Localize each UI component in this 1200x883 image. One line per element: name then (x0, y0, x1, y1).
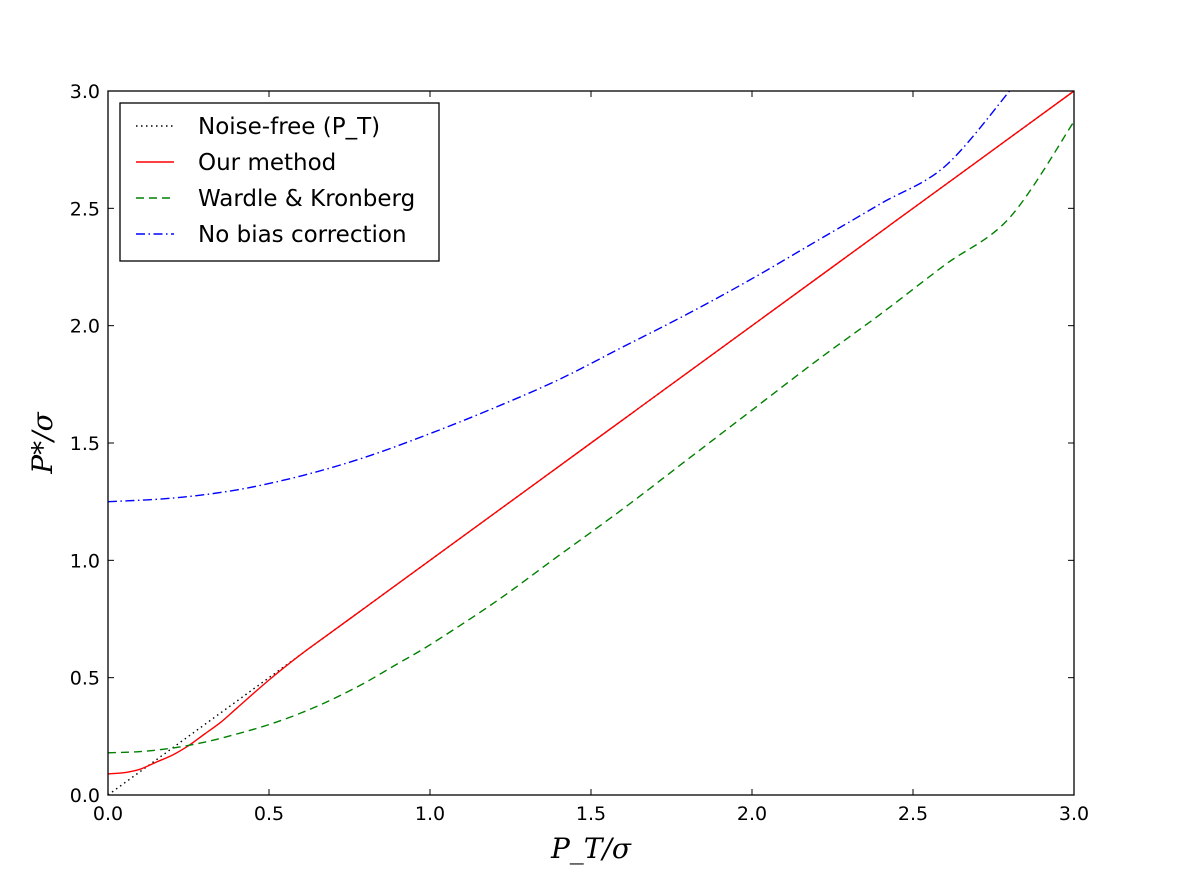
y-tick-label: 0.0 (70, 785, 100, 807)
legend-label-noise-free-p-t: Noise-free (P_T) (198, 114, 380, 140)
ticks-layer: 0.0 0.5 1.0 1.5 2.0 2.5 3.0 0.0 0.5 1.0 1.5 2.0 2.5 3… (70, 81, 1089, 825)
series-layer (107, 90, 1075, 796)
x-axis-label: P_T/σ (550, 832, 632, 865)
y-tick-label: 1.0 (70, 550, 100, 572)
legend: Noise-free (P_T) Our method Wardle & Kronb… (119, 102, 440, 262)
legend-label-wardle-kronberg: Wardle & Kronberg (198, 186, 415, 212)
series-line-wardle-kronberg (107, 121, 1075, 754)
x-tick-label: 2.0 (737, 803, 767, 825)
y-tick-label: 3.0 (70, 81, 100, 103)
legend-label-our-method: Our method (198, 150, 336, 176)
y-axis-label: P*/σ (26, 411, 59, 474)
y-tick-label: 0.5 (70, 668, 100, 690)
x-tick-label: 1.5 (576, 803, 606, 825)
y-tick-label: 1.5 (70, 433, 100, 455)
x-tick-label: 0.0 (93, 803, 123, 825)
x-tick-label: 0.5 (254, 803, 284, 825)
series-line-our-method (107, 90, 1075, 775)
x-tick-label: 2.5 (898, 803, 928, 825)
legend-label-no-bias-correction: No bias correction (198, 222, 407, 248)
series-line-no-bias-correction (107, 90, 1011, 503)
x-tick-label: 3.0 (1059, 803, 1089, 825)
y-tick-label: 2.0 (70, 316, 100, 338)
y-tick-label: 2.5 (70, 198, 100, 220)
x-tick-label: 1.0 (415, 803, 445, 825)
